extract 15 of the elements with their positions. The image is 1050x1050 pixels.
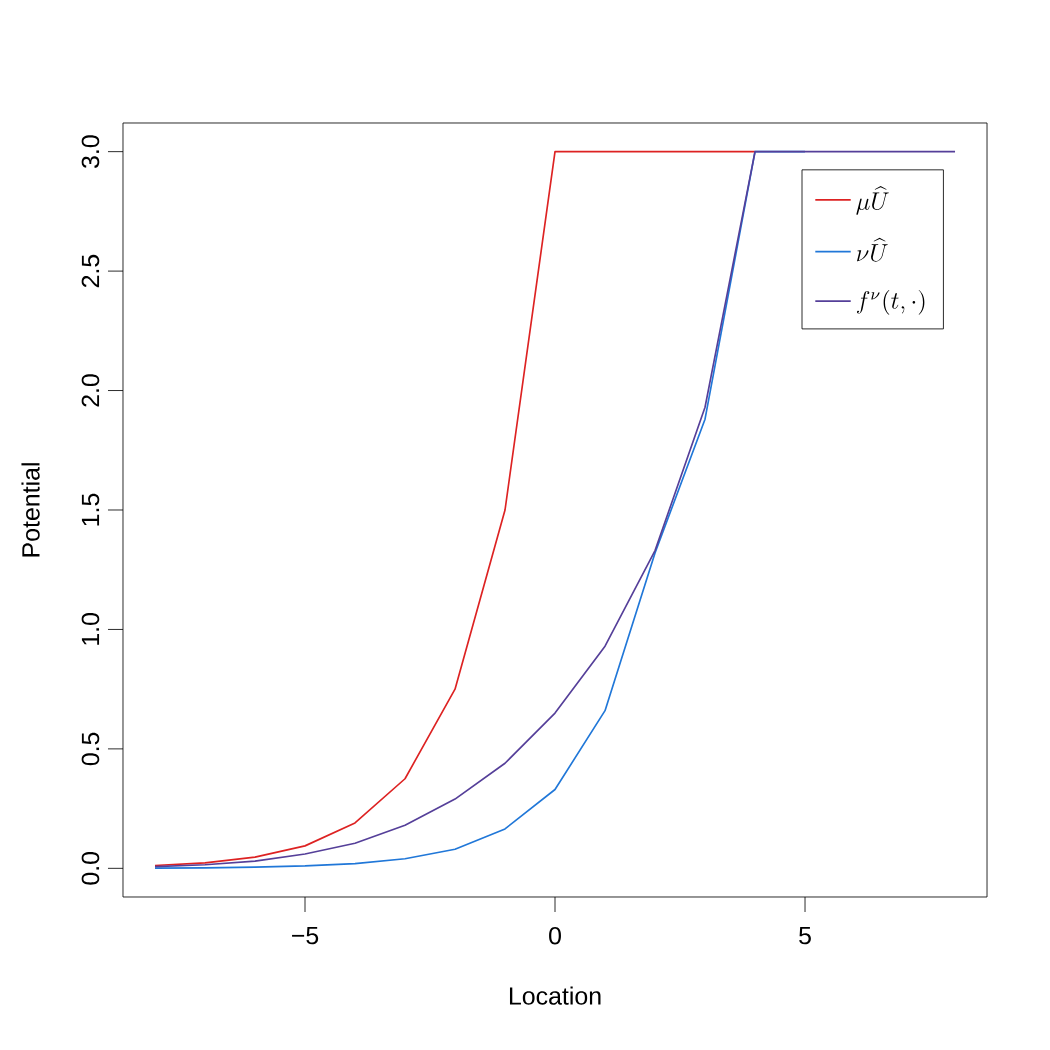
legend-label: $\mu\widehat{U}$ <box>856 185 889 215</box>
y-tick-label: 2.0 <box>81 374 100 407</box>
y-tick-label: 2.5 <box>81 254 100 288</box>
y-tick-label: 1.0 <box>81 613 100 645</box>
legend-label: $\nu\widehat{U}$ <box>857 237 888 262</box>
x-tick-label: 5 <box>799 926 811 945</box>
legend-label: $f^{\nu}(t,\cdot)$ <box>856 289 925 315</box>
x-axis-title: Location <box>509 986 601 1005</box>
y-axis-title: Potential <box>21 463 40 557</box>
y-tick-label: 3.0 <box>81 135 100 169</box>
x-tick-label: −5 <box>292 926 319 945</box>
x-tick-label: 0 <box>549 926 561 945</box>
y-tick-label: 1.5 <box>81 493 100 526</box>
y-tick-label: 0.0 <box>81 851 100 885</box>
y-tick-label: 0.5 <box>81 732 100 766</box>
